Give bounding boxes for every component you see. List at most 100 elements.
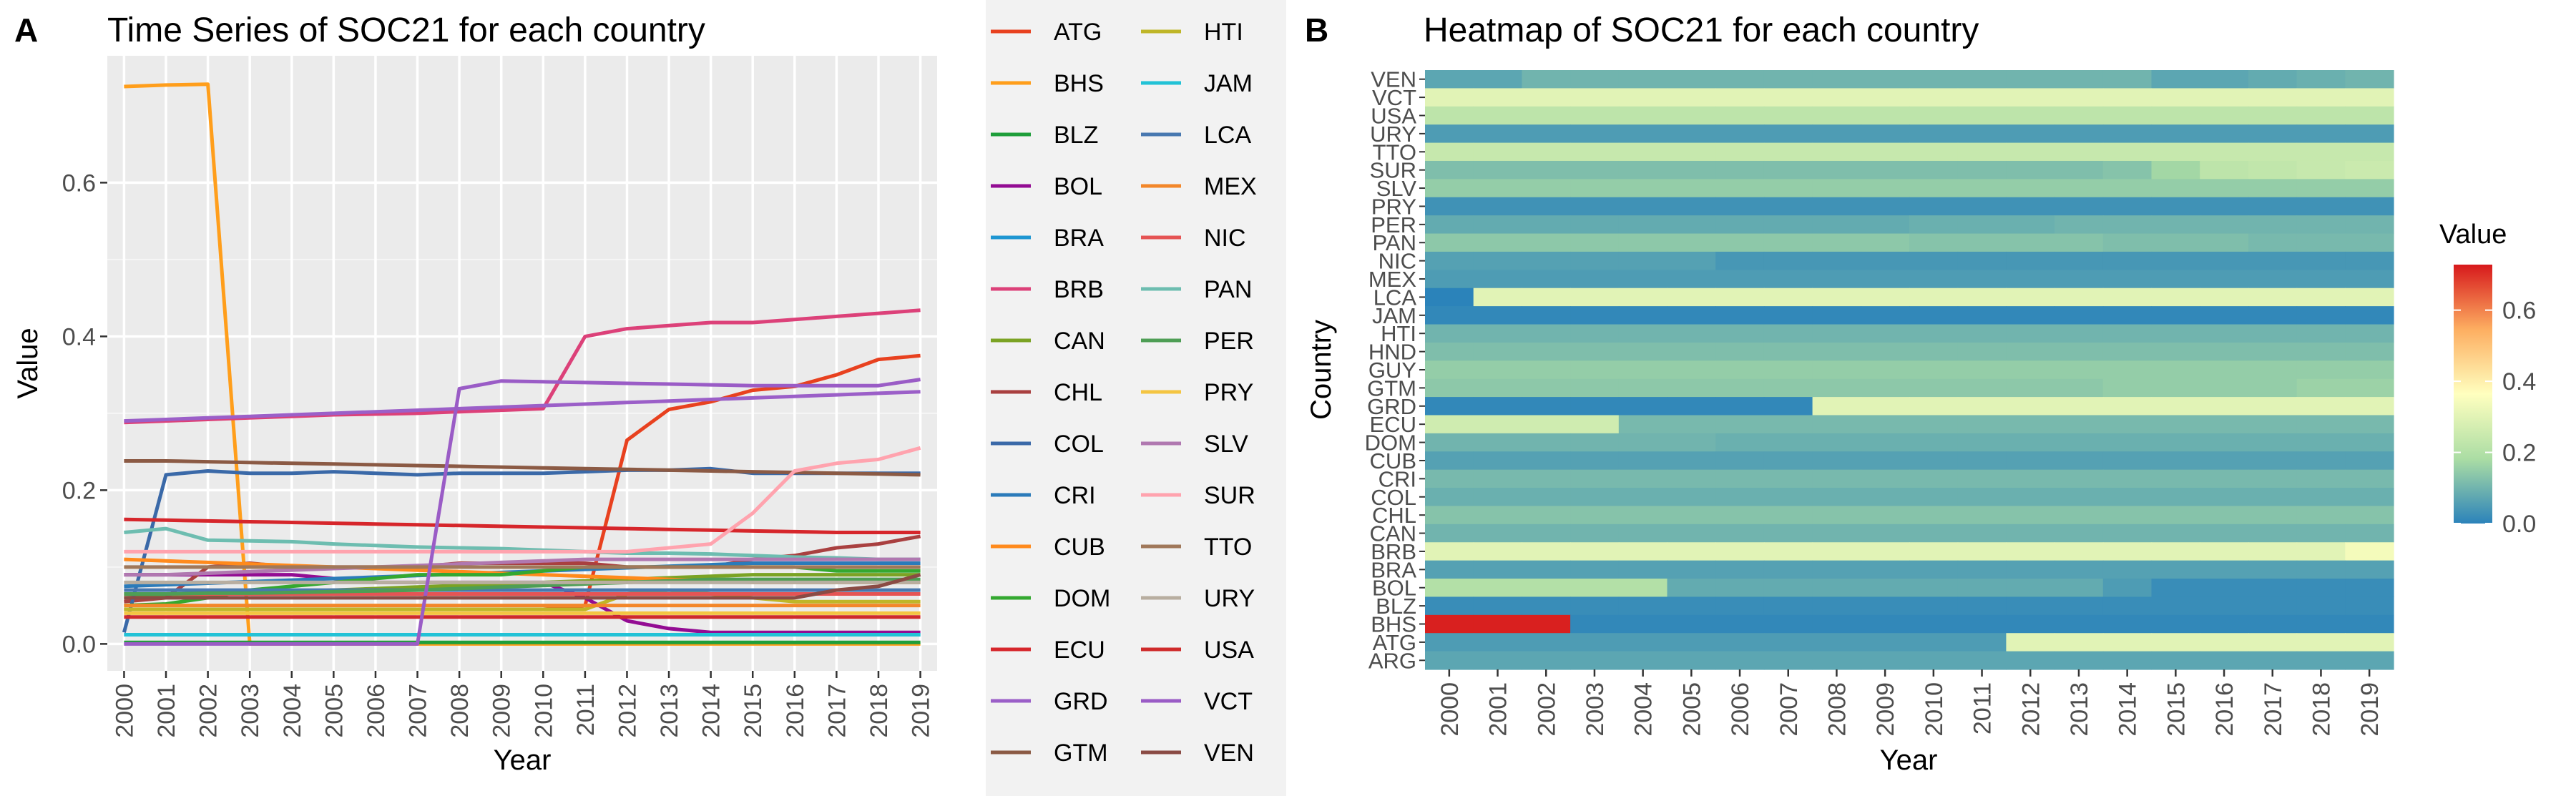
heatmap-cell-hti-2019 <box>2345 324 2394 343</box>
panel-a-x-tick-label: 2016 <box>782 684 809 738</box>
heatmap-cell-pan-2019 <box>2345 233 2394 252</box>
heatmap-cell-ecu-2018 <box>2296 415 2346 434</box>
heatmap-cell-tto-2005 <box>1667 142 1716 162</box>
legend-item-dom: DOM <box>991 585 1110 612</box>
heatmap-cell-can-2008 <box>1812 524 1861 543</box>
panel-b-y-tick-label-can: CAN <box>1370 521 1416 546</box>
panel-b-x-tick-label-2004: 2004 <box>1630 682 1657 737</box>
heatmap-cell-cub-2011 <box>1957 451 2007 471</box>
heatmap-cell-slv-2016 <box>2200 179 2249 198</box>
panel-b-y-tick-label-bol: BOL <box>1372 576 1416 601</box>
heatmap-cell-mex-2012 <box>2006 270 2055 289</box>
heatmap-cell-brb-2006 <box>1715 542 1765 561</box>
heatmap-cell-tto-2008 <box>1812 142 1861 162</box>
heatmap-cell-slv-2002 <box>1522 179 1571 198</box>
heatmap-cell-col-2008 <box>1812 488 1861 507</box>
heatmap-cell-ven-2015 <box>2151 70 2200 89</box>
heatmap-cell-hnd-2019 <box>2345 342 2394 361</box>
heatmap-cell-arg-2009 <box>1861 651 1910 670</box>
heatmap-cell-ven-2010 <box>1909 70 1959 89</box>
heatmap-cell-chl-2019 <box>2345 506 2394 525</box>
heatmap-cell-slv-2010 <box>1909 179 1959 198</box>
heatmap-cell-ecu-2015 <box>2151 415 2200 434</box>
heatmap-cell-blz-2001 <box>1473 596 1522 616</box>
heatmap-cell-nic-2019 <box>2345 251 2394 270</box>
heatmap-cell-ecu-2004 <box>1618 415 1668 434</box>
heatmap-cell-ury-2001 <box>1473 124 1522 144</box>
heatmap-cell-cri-2000 <box>1425 469 1474 488</box>
heatmap-cell-cri-2004 <box>1618 469 1668 488</box>
heatmap-cell-cri-2012 <box>2006 469 2055 488</box>
heatmap-cell-pan-2009 <box>1861 233 1910 252</box>
panel-b-y-tick-label-lca: LCA <box>1373 285 1417 310</box>
heatmap-cell-lca-2004 <box>1618 288 1668 307</box>
panel-b-x-tick-label-2003: 2003 <box>1582 682 1609 737</box>
heatmap-cell-arg-2006 <box>1715 651 1765 670</box>
heatmap-cell-brb-2011 <box>1957 542 2007 561</box>
heatmap-cell-usa-2013 <box>2055 106 2104 125</box>
heatmap-cell-grd-2010 <box>1909 397 1959 416</box>
heatmap-cell-chl-2009 <box>1861 506 1910 525</box>
heatmap-cell-chl-2016 <box>2200 506 2249 525</box>
legend-label-dom: DOM <box>1054 585 1110 612</box>
heatmap-cell-nic-2017 <box>2248 251 2298 270</box>
series-line-pan <box>124 526 921 561</box>
heatmap-cell-ven-2014 <box>2102 70 2153 89</box>
heatmap-cell-jam-2011 <box>1957 306 2007 325</box>
heatmap-cell-arg-2013 <box>2055 651 2104 670</box>
heatmap-cell-brb-2017 <box>2248 542 2298 561</box>
heatmap-cell-vct-2003 <box>1570 88 1620 107</box>
heatmap-cell-mex-2019 <box>2345 270 2394 289</box>
heatmap-cell-cub-2006 <box>1715 451 1765 471</box>
heatmap-cell-ven-2001 <box>1473 70 1522 89</box>
heatmap-cell-atg-2011 <box>1957 633 2007 652</box>
heatmap-cell-grd-2014 <box>2102 397 2153 416</box>
heatmap-cell-chl-2015 <box>2151 506 2200 525</box>
heatmap-cell-guy-2001 <box>1473 360 1522 380</box>
heatmap-cell-atg-2017 <box>2248 633 2298 652</box>
heatmap-cell-per-2005 <box>1667 215 1716 235</box>
heatmap-cell-pry-2008 <box>1812 197 1861 216</box>
heatmap-cell-usa-2015 <box>2151 106 2200 125</box>
heatmap-cell-lca-2007 <box>1763 288 1813 307</box>
heatmap-cell-chl-2000 <box>1425 506 1474 525</box>
legend-label-grd: GRD <box>1054 688 1108 715</box>
heatmap-cell-can-2010 <box>1909 524 1959 543</box>
heatmap-cell-sur-2007 <box>1763 160 1813 180</box>
heatmap-cell-pan-2010 <box>1909 233 1959 252</box>
heatmap-cell-bol-2018 <box>2296 579 2346 598</box>
heatmap-cell-arg-2002 <box>1522 651 1571 670</box>
heatmap-cell-nic-2001 <box>1473 251 1522 270</box>
heatmap-cell-hti-2006 <box>1715 324 1765 343</box>
heatmap-cell-can-2009 <box>1861 524 1910 543</box>
heatmap-cell-lca-2009 <box>1861 288 1910 307</box>
heatmap-cell-nic-2008 <box>1812 251 1861 270</box>
legend-label-bol: BOL <box>1054 173 1102 200</box>
panel-b-y-tick-label-brb: BRB <box>1371 539 1416 564</box>
heatmap-cell-ven-2017 <box>2248 70 2298 89</box>
heatmap-cell-sur-2016 <box>2200 160 2249 180</box>
panel-a-x-axis: 2000 2001 2002 2003 2004 2005 2006 2007 2008 2009… <box>111 671 935 738</box>
heatmap-cell-pry-2016 <box>2200 197 2249 216</box>
heatmap-cell-per-2017 <box>2248 215 2298 235</box>
heatmap-cell-slv-2013 <box>2055 179 2104 198</box>
heatmap-cell-pan-2018 <box>2296 233 2346 252</box>
heatmap-cell-ury-2017 <box>2248 124 2298 144</box>
heatmap-cell-hnd-2009 <box>1861 342 1910 361</box>
heatmap-cell-tto-2004 <box>1618 142 1668 162</box>
heatmap-cell-ury-2007 <box>1763 124 1813 144</box>
heatmap-cell-dom-2006 <box>1715 433 1765 452</box>
heatmap-cell-pry-2012 <box>2006 197 2055 216</box>
heatmap-cell-grd-2005 <box>1667 397 1716 416</box>
panel-b-y-tick-label-chl: CHL <box>1372 503 1416 528</box>
heatmap-cell-pan-2005 <box>1667 233 1716 252</box>
panel-a-y-axis: 0.0 0.2 0.4 0.6 <box>62 169 107 658</box>
heatmap-cell-cri-2013 <box>2055 469 2104 488</box>
heatmap-cell-cri-2015 <box>2151 469 2200 488</box>
panel-b-y-tick-label-arg: ARG <box>1368 648 1416 673</box>
heatmap-cell-ury-2004 <box>1618 124 1668 144</box>
heatmap-cell-arg-2018 <box>2296 651 2346 670</box>
panel-a-x-axis-title: Year <box>494 745 552 776</box>
heatmap-cell-cri-2009 <box>1861 469 1910 488</box>
panel-b-x-tick-label-2009: 2009 <box>1872 682 1899 737</box>
